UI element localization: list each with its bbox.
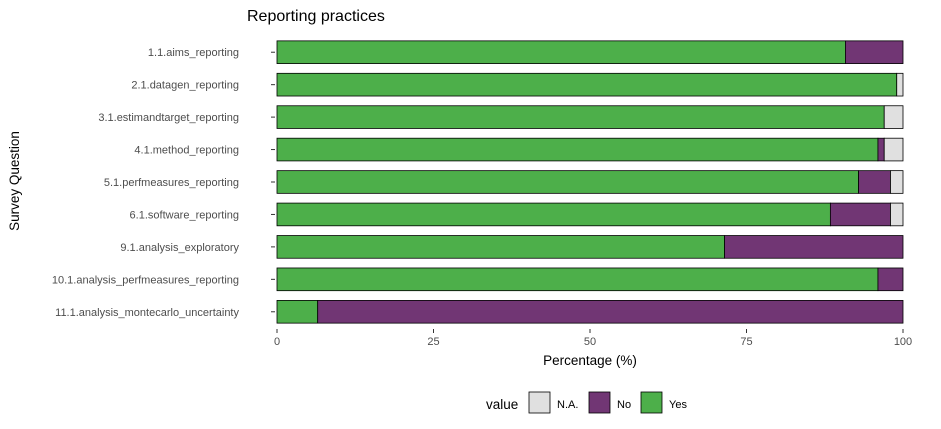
x-axis-title: Percentage (%) [543,353,637,368]
y-tick-label: 10.1.analysis_perfmeasures_reporting [52,274,239,286]
bar-segment-yes-4 [276,137,879,162]
x-tick-label: 25 [427,336,439,348]
y-tick-label: 6.1.software_reporting [130,209,239,221]
legend-title: value [486,397,518,412]
bar-segment-no-1 [845,40,904,64]
x-tick-label: 75 [740,336,752,348]
legend: value N.A. No Yes [486,391,687,414]
bar-segment-yes-7 [276,235,725,259]
bar-segment-yes-5 [276,170,859,194]
x-tick-label: 0 [274,336,280,348]
legend-swatch-no [588,391,611,414]
y-tick-label: 3.1.estimandtarget_reporting [98,112,239,124]
legend-label-no: No [617,399,631,411]
y-axis: 1.1.aims_reporting 2.1.datagen_reporting 3… [52,47,275,319]
bar-segment-no-8 [877,267,904,292]
bars-layer [276,40,904,324]
bar-segment-no-6 [829,202,891,227]
bar-segment-yes-6 [276,202,831,227]
y-tick-label: 5.1.perfmeasures_reporting [104,177,239,189]
bar-segment-na-6 [890,202,904,227]
y-tick-label: 11.1.analysis_montecarlo_uncertainty [55,307,239,319]
legend-label-yes: Yes [669,399,687,411]
bar-segment-no-7 [724,235,904,259]
bar-segment-na-4 [883,137,904,162]
bar-segment-na-3 [883,105,904,129]
legend-label-na: N.A. [557,399,578,411]
bar-segment-yes-3 [276,105,885,129]
bar-segment-no-9 [317,300,904,324]
bar-segment-no-4 [877,137,885,162]
bar-segment-yes-1 [276,40,846,64]
y-tick-label: 2.1.datagen_reporting [131,80,239,92]
x-tick-label: 50 [584,336,596,348]
bar-segment-yes-9 [276,300,319,324]
bar-segment-yes-8 [276,267,879,292]
legend-swatch-na [528,391,551,414]
legend-swatch-yes [640,391,663,414]
bar-segment-na-2 [896,72,904,97]
y-tick-label: 4.1.method_reporting [134,145,239,157]
bar-segment-yes-2 [276,72,898,97]
y-tick-label: 9.1.analysis_exploratory [120,242,239,254]
y-tick-label: 1.1.aims_reporting [148,47,239,59]
bar-segment-no-5 [858,170,891,194]
x-tick-label: 100 [894,336,912,348]
bar-segment-na-5 [890,170,904,194]
x-axis: 0 25 50 75 100 [274,329,912,348]
chart-title: Reporting practices [247,8,385,25]
y-axis-title: Survey Question [7,131,22,231]
